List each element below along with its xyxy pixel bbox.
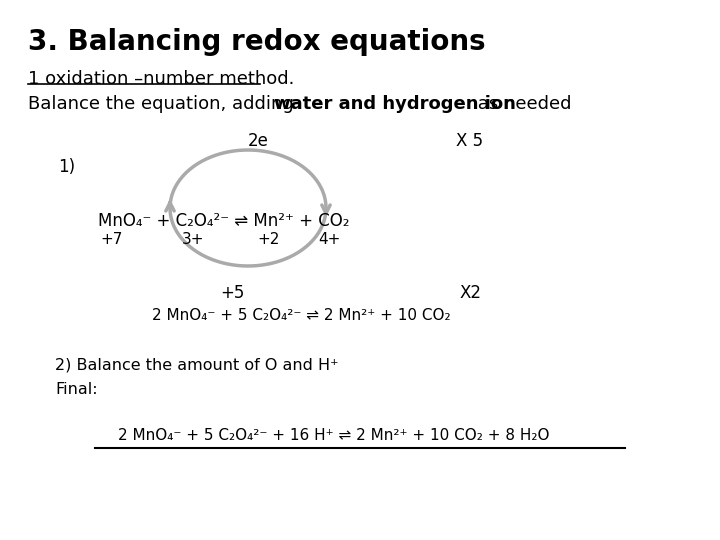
Text: 3. Balancing redox equations: 3. Balancing redox equations — [28, 28, 485, 56]
Text: 2e: 2e — [248, 132, 269, 150]
Text: 1): 1) — [58, 158, 75, 176]
Text: Final:: Final: — [55, 382, 98, 397]
Text: as needed: as needed — [472, 95, 572, 113]
Text: 1 oxidation –number method.: 1 oxidation –number method. — [28, 70, 294, 88]
Text: +7: +7 — [100, 232, 122, 247]
Text: MnO₄⁻ + C₂O₄²⁻ ⇌ Mn²⁺ + CO₂: MnO₄⁻ + C₂O₄²⁻ ⇌ Mn²⁺ + CO₂ — [98, 212, 349, 230]
Text: water and hydrogen ion: water and hydrogen ion — [274, 95, 516, 113]
Text: Balance the equation, adding: Balance the equation, adding — [28, 95, 300, 113]
Text: +2: +2 — [257, 232, 279, 247]
Text: 4+: 4+ — [318, 232, 341, 247]
Text: 2) Balance the amount of O and H⁺: 2) Balance the amount of O and H⁺ — [55, 358, 338, 373]
Text: +5: +5 — [220, 284, 244, 302]
Text: 2 MnO₄⁻ + 5 C₂O₄²⁻ ⇌ 2 Mn²⁺ + 10 CO₂: 2 MnO₄⁻ + 5 C₂O₄²⁻ ⇌ 2 Mn²⁺ + 10 CO₂ — [152, 308, 451, 323]
Text: X2: X2 — [459, 284, 481, 302]
Text: X 5: X 5 — [456, 132, 484, 150]
Text: 2 MnO₄⁻ + 5 C₂O₄²⁻ + 16 H⁺ ⇌ 2 Mn²⁺ + 10 CO₂ + 8 H₂O: 2 MnO₄⁻ + 5 C₂O₄²⁻ + 16 H⁺ ⇌ 2 Mn²⁺ + 10… — [118, 428, 549, 443]
Text: 3+: 3+ — [182, 232, 204, 247]
